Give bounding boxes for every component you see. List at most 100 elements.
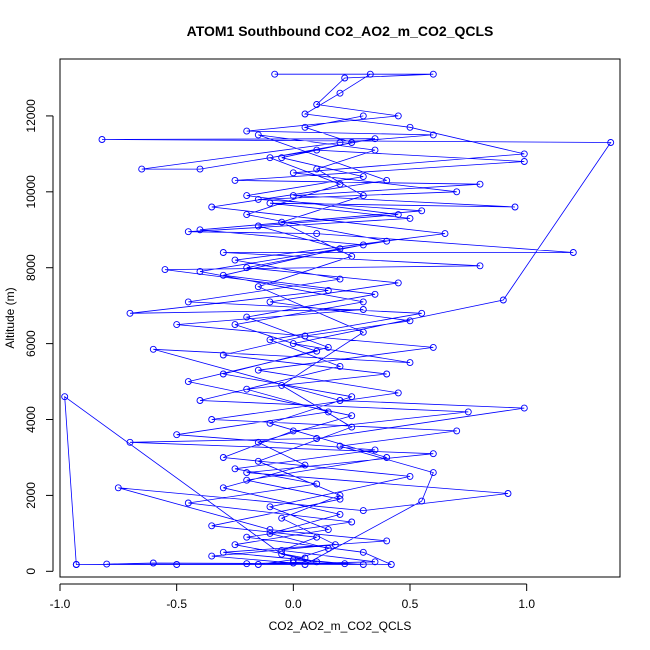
data-point	[61, 393, 69, 401]
data-point	[336, 495, 344, 503]
data-point	[219, 484, 227, 492]
y-tick-label: 10000	[24, 175, 38, 209]
x-tick-label: 1.0	[518, 597, 535, 611]
data-point	[324, 287, 332, 294]
x-axis: -1.0 -0.5 0.0 0.5 1.0	[50, 583, 535, 611]
data-point	[243, 264, 251, 272]
data-point	[149, 345, 157, 353]
data-point	[301, 554, 309, 562]
data-point	[289, 169, 297, 177]
data-point	[313, 533, 321, 541]
data-point	[313, 165, 321, 173]
data-point	[219, 454, 227, 461]
data-point	[196, 226, 204, 234]
data-point	[243, 385, 251, 393]
data-point	[359, 241, 367, 249]
data-point	[394, 389, 402, 397]
data-point	[341, 74, 349, 82]
data-point	[114, 484, 122, 492]
data-point	[520, 150, 528, 158]
data-point	[243, 211, 251, 219]
data-point	[324, 545, 332, 552]
data-point	[394, 112, 402, 120]
data-point	[254, 283, 262, 291]
data-point	[184, 378, 192, 386]
data-point	[208, 522, 216, 530]
data-point	[406, 123, 414, 131]
data-point	[196, 165, 204, 173]
x-tick-label: 0.0	[285, 597, 302, 611]
data-point	[278, 550, 286, 558]
data-point	[359, 328, 367, 336]
data-point	[266, 336, 274, 344]
data-point	[359, 173, 367, 181]
data-point	[254, 222, 262, 230]
data-point	[406, 472, 414, 480]
data-point	[499, 296, 507, 304]
data-point	[371, 558, 379, 566]
data-point	[429, 131, 437, 139]
data-point	[208, 416, 216, 423]
plot-frame	[59, 58, 621, 578]
data-point	[196, 397, 204, 404]
data-point	[184, 228, 192, 236]
data-point	[231, 321, 239, 329]
data-point	[359, 192, 367, 200]
data-point	[254, 457, 262, 465]
data-point	[418, 309, 426, 317]
data-point	[359, 112, 367, 120]
data-point	[336, 442, 344, 450]
data-point	[149, 559, 157, 567]
y-tick-label: 4000	[24, 406, 38, 433]
data-point	[383, 237, 391, 245]
data-point	[266, 526, 274, 534]
x-tick-label: -0.5	[166, 597, 187, 611]
data-point	[289, 556, 297, 564]
data-point	[359, 298, 367, 306]
data-point	[278, 154, 286, 162]
data-point	[336, 362, 344, 370]
data-point	[336, 397, 344, 404]
data-point	[383, 370, 391, 378]
data-point	[301, 123, 309, 131]
data-point	[476, 180, 484, 188]
data-point	[366, 70, 374, 78]
data-point	[231, 465, 239, 473]
data-point	[418, 497, 426, 505]
data-point	[348, 518, 356, 526]
data-point	[324, 526, 332, 534]
data-point	[371, 290, 379, 298]
data-point	[324, 408, 332, 416]
data-point	[418, 207, 426, 215]
data-point	[331, 541, 339, 549]
data-point	[383, 176, 391, 184]
data-point	[406, 317, 414, 325]
data-point	[254, 366, 262, 374]
data-point	[383, 454, 391, 461]
data-point	[278, 381, 286, 389]
data-point	[348, 412, 356, 420]
data-point	[289, 192, 297, 200]
data-point	[219, 548, 227, 556]
data-point	[336, 139, 344, 146]
data-point	[301, 110, 309, 118]
data-point	[336, 275, 344, 283]
data-point	[266, 154, 274, 162]
data-point	[254, 131, 262, 139]
x-axis-label: CO2_AO2_m_CO2_QCLS	[269, 619, 412, 633]
data-point	[126, 438, 134, 446]
x-tick-label: -1.0	[50, 597, 71, 611]
data-point	[313, 480, 321, 488]
data-point	[266, 298, 274, 306]
data-point	[98, 136, 106, 143]
data-point	[184, 499, 192, 507]
data-point	[336, 491, 344, 499]
data-point	[266, 503, 274, 511]
y-tick-label: 6000	[24, 330, 38, 357]
data-point	[289, 559, 297, 567]
data-point	[243, 127, 251, 135]
data-point	[348, 252, 356, 260]
data-point	[219, 271, 227, 279]
